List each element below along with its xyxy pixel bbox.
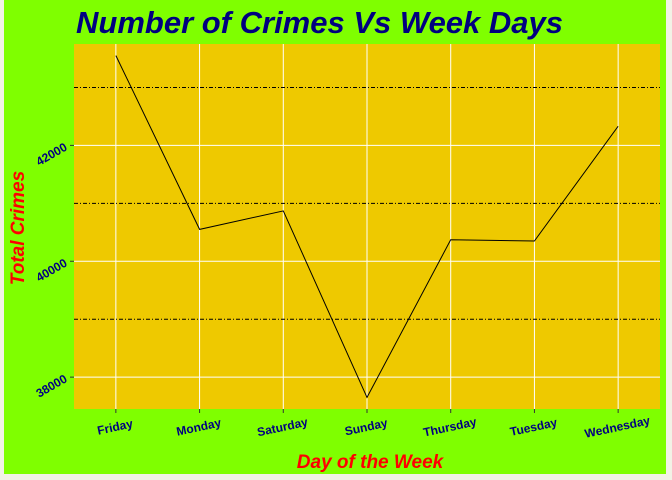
series-line (115, 55, 619, 399)
chart-title: Number of Crimes Vs Week Days (76, 5, 563, 40)
series-layer (115, 55, 619, 399)
y-axis-title: Total Crimes (8, 171, 29, 285)
x-axis-title: Day of the Week (297, 452, 445, 473)
